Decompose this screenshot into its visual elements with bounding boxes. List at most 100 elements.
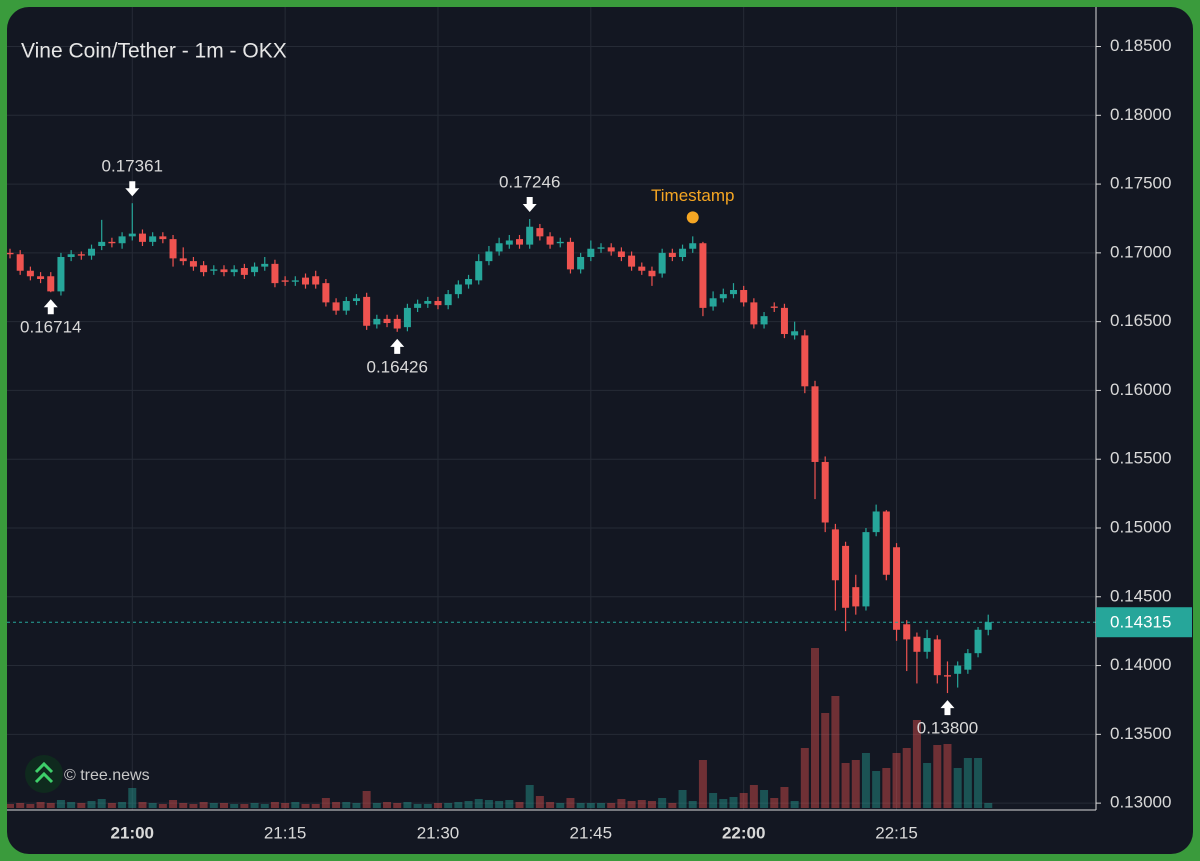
volume-bar (281, 803, 290, 808)
volume-bar (383, 802, 392, 808)
candle-body (179, 258, 187, 262)
volume-bar (433, 803, 442, 808)
candle-body (403, 307, 411, 328)
candle-body (108, 241, 116, 244)
y-tick-label: 0.15500 (1110, 449, 1171, 468)
volume-bar (698, 760, 707, 808)
candle-body (729, 290, 737, 295)
volume-bar (199, 802, 208, 808)
candle-body (47, 276, 55, 292)
volume-bar (301, 804, 310, 808)
volume-bar (923, 763, 932, 808)
volume-bar (56, 800, 65, 808)
volume-bar (546, 802, 555, 808)
candle-body (954, 665, 962, 674)
volume-bar (760, 790, 769, 808)
volume-bar (658, 798, 667, 808)
candle-body (597, 247, 605, 249)
candle-body (913, 636, 921, 652)
low-arrow (390, 338, 405, 354)
candle-body (128, 233, 136, 237)
x-tick-label: 21:15 (264, 823, 307, 842)
plot-area: 0.16714 0.17361 0.16426 0.17246 0.13800 Times… (7, 157, 1096, 808)
candle-body (322, 283, 330, 303)
volume-bar (861, 753, 870, 808)
candle-body (200, 265, 208, 273)
candle-body (77, 254, 85, 256)
y-tick-label: 0.13000 (1110, 793, 1171, 812)
volume-bar (230, 804, 239, 808)
volume-bar (872, 771, 881, 808)
volume-bar (260, 804, 269, 808)
volume-bar (627, 801, 636, 808)
panel (7, 7, 1193, 854)
volume-bar (444, 803, 453, 808)
high-label: 0.17361 (102, 157, 163, 176)
candle-body (638, 266, 646, 271)
candle-body (312, 276, 320, 285)
y-tick-label: 0.17500 (1110, 174, 1171, 193)
candle-body (577, 256, 585, 270)
low-arrow (43, 299, 58, 315)
candle-body (434, 301, 442, 306)
candle-body (465, 279, 473, 285)
candle-body (7, 252, 14, 255)
volume-bar (739, 793, 748, 808)
candle-body (943, 675, 951, 677)
volume-bar (372, 803, 381, 808)
volume-bar (454, 802, 463, 808)
volume-bar (321, 798, 330, 808)
candle-body (159, 236, 167, 240)
candle-body (566, 241, 574, 270)
volume-bar (179, 803, 188, 808)
candle-body (750, 302, 758, 325)
y-tick-label: 0.14500 (1110, 586, 1171, 605)
x-tick-label: 21:45 (570, 823, 613, 842)
candle-body (230, 269, 238, 273)
candle-body (505, 240, 513, 245)
candle-body (546, 236, 554, 245)
volume-bar (892, 753, 901, 808)
volume-bar (423, 804, 432, 808)
volume-bar (495, 801, 504, 808)
candle-body (240, 267, 248, 275)
candle-body (607, 247, 615, 252)
candle-body (679, 248, 687, 257)
candle-body (882, 511, 890, 575)
candle-body (760, 316, 768, 325)
candle-body (475, 261, 483, 281)
volume-bar (158, 804, 167, 808)
volume-bar (984, 803, 993, 808)
candle-body (169, 239, 177, 259)
volume-bar (7, 804, 14, 808)
candle-body (842, 545, 850, 608)
volume-bar (811, 648, 820, 808)
volume-bar (688, 801, 697, 808)
candle-body (862, 532, 870, 607)
candle-body (668, 252, 676, 257)
candle-body (37, 276, 45, 280)
candle-body (617, 251, 625, 257)
volume-bar (902, 748, 911, 808)
high-arrow (522, 197, 537, 213)
volume-bar (209, 803, 218, 808)
candle-body (740, 290, 748, 303)
volume-bar (342, 802, 351, 808)
axes: 0.13000 0.13500 0.14000 0.14500 0.15000 0.155… (111, 36, 1192, 842)
y-tick-label: 0.16500 (1110, 311, 1171, 330)
volume-bar (749, 785, 758, 808)
volume-bar (362, 791, 371, 808)
candle-body (587, 248, 595, 257)
y-tick-label: 0.17000 (1110, 242, 1171, 261)
y-tick-label: 0.13500 (1110, 724, 1171, 743)
volume-bar (933, 745, 942, 808)
volume-bar (719, 799, 728, 808)
y-tick-label: 0.15000 (1110, 517, 1171, 536)
volume-bar (770, 798, 779, 808)
candle-body (444, 294, 452, 306)
candle-body (393, 318, 401, 329)
candle-body (302, 277, 310, 285)
low-label: 0.13800 (917, 719, 978, 738)
volume-bar (556, 803, 565, 808)
